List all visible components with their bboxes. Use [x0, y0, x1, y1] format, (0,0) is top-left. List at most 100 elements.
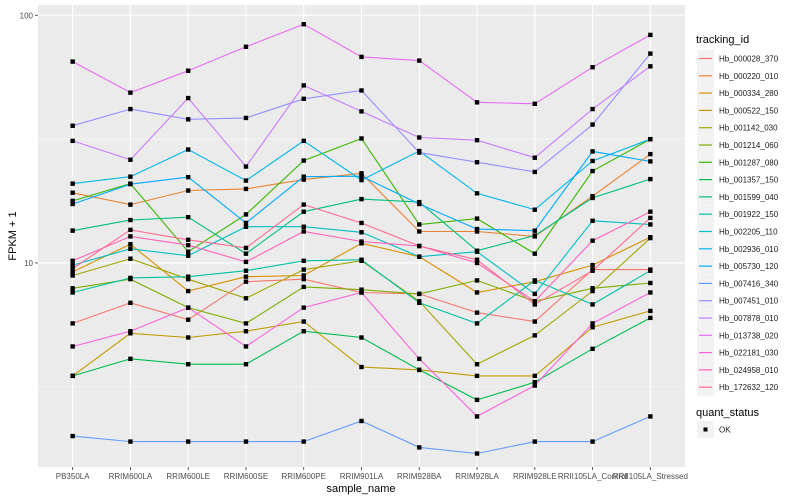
x-tick-label: RRIM928LA [455, 472, 499, 481]
data-point [185, 237, 191, 242]
data-point [474, 414, 480, 419]
legend-shape-item: OK [697, 421, 731, 438]
data-point [648, 151, 653, 157]
data-point [301, 96, 306, 101]
data-point [474, 160, 480, 165]
data-point [128, 106, 133, 112]
data-point [185, 362, 191, 367]
data-point [185, 188, 191, 193]
legend-label: Hb_172632_120 [719, 383, 779, 392]
data-point [243, 186, 249, 192]
data-point [128, 157, 133, 162]
data-point [185, 335, 191, 340]
data-point [185, 249, 191, 254]
data-point [359, 109, 364, 114]
legend-item: Hb_001287_080 [697, 153, 779, 171]
data-point [474, 191, 480, 196]
x-tick-label: RRIM600PE [281, 472, 325, 481]
data-point [70, 266, 75, 271]
data-point [532, 299, 538, 304]
x-tick-label: RRII105LA_Control [558, 472, 628, 481]
data-point [185, 439, 191, 444]
x-tick-label: RRIM928LE [513, 472, 557, 481]
data-point [301, 229, 306, 234]
x-tick-label: RRIM600LE [166, 472, 210, 481]
data-point [590, 268, 595, 273]
data-point [648, 308, 653, 314]
data-point [70, 190, 75, 195]
legend-item: Hb_001922_150 [697, 205, 779, 223]
data-point [301, 319, 306, 324]
data-point [417, 222, 422, 227]
data-point [185, 288, 191, 294]
legend-label: Hb_013738_020 [719, 331, 779, 340]
data-point [128, 329, 133, 334]
data-point [532, 169, 538, 175]
data-point [128, 246, 133, 252]
data-point [128, 242, 133, 247]
data-point [359, 418, 364, 424]
data-point [243, 44, 249, 49]
data-point [648, 136, 653, 142]
data-point [301, 224, 306, 229]
data-point [474, 451, 480, 456]
y-tick-label: 100 [20, 11, 34, 20]
data-point [359, 287, 364, 292]
data-point [185, 253, 191, 258]
data-point [243, 259, 249, 265]
legend-item: Hb_001357_150 [697, 171, 779, 189]
data-point [301, 439, 306, 444]
legend-label: Hb_002936_010 [719, 245, 779, 254]
data-point [474, 373, 480, 379]
data-point [243, 245, 249, 251]
data-point [417, 229, 422, 234]
data-point [128, 202, 133, 207]
data-point [128, 174, 133, 179]
legend-item: Hb_001599_040 [697, 188, 779, 206]
x-tick-label: RRII105LA_Stressed [613, 472, 688, 481]
data-point [648, 215, 653, 221]
data-point [185, 147, 191, 152]
data-point [70, 181, 75, 186]
data-point [417, 356, 422, 362]
legend-item: Hb_022181_030 [697, 344, 779, 362]
legend-shapes: OK [697, 421, 731, 438]
data-point [185, 274, 191, 279]
data-point [70, 198, 75, 204]
x-tick-label: RRIM600LA [109, 472, 153, 481]
data-point [474, 226, 480, 232]
data-point [532, 373, 538, 379]
legend-title-tracking-id: tracking_id [696, 34, 749, 46]
data-point [185, 317, 191, 322]
data-point [648, 159, 653, 164]
data-point [301, 158, 306, 163]
legend-item: Hb_000220_010 [697, 67, 779, 85]
points-Hb_001357_150 [70, 315, 653, 403]
data-point [417, 254, 422, 259]
points-Hb_002205_110 [70, 218, 653, 297]
legend-label: Hb_001357_150 [719, 176, 779, 185]
data-point [185, 174, 191, 180]
legend-key-point [703, 427, 708, 432]
data-point [359, 239, 364, 244]
data-point [648, 235, 653, 241]
data-point [590, 149, 595, 154]
legend-item: Hb_000028_370 [697, 50, 779, 67]
data-point [590, 439, 595, 444]
data-point [243, 115, 249, 121]
data-point [417, 291, 422, 297]
legend-label: Hb_005730_120 [719, 262, 779, 271]
data-point [590, 158, 595, 164]
data-point [648, 64, 653, 69]
data-point [590, 106, 595, 112]
data-point [532, 383, 538, 388]
data-point [359, 364, 364, 370]
y-axis-title: FPKM + 1 [7, 211, 19, 260]
data-point [70, 344, 75, 349]
points-Hb_022181_030 [70, 290, 653, 419]
legend-item: Hb_002205_110 [697, 223, 778, 240]
data-point [301, 267, 306, 272]
data-point [474, 290, 480, 295]
data-point [243, 279, 249, 284]
